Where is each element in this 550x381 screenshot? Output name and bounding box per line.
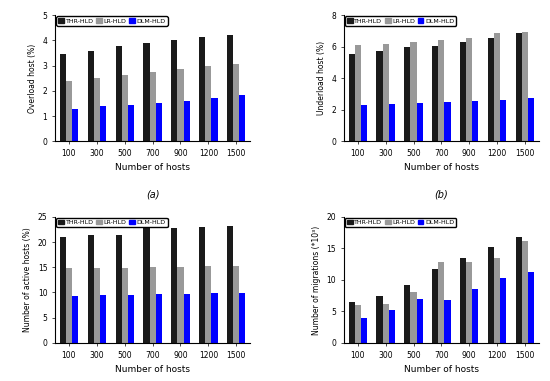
Bar — [94, 78, 100, 141]
Bar — [144, 229, 150, 343]
Bar — [72, 109, 78, 141]
Legend: THR-HLD, LR-HLD, DLM-HLD: THR-HLD, LR-HLD, DLM-HLD — [56, 16, 168, 26]
Text: (b): (b) — [434, 189, 448, 199]
Bar — [72, 296, 78, 343]
Bar — [122, 75, 128, 141]
Bar — [184, 101, 190, 141]
Bar — [87, 235, 94, 343]
Bar — [144, 43, 150, 141]
Bar — [528, 98, 534, 141]
Bar — [361, 105, 367, 141]
Bar — [389, 104, 395, 141]
Bar — [116, 46, 122, 141]
Bar — [376, 51, 383, 141]
Bar — [361, 318, 367, 343]
Bar — [156, 103, 162, 141]
Bar — [355, 45, 361, 141]
Bar — [494, 258, 501, 343]
Bar — [100, 295, 106, 343]
Bar — [94, 268, 100, 343]
Bar — [171, 228, 178, 343]
Bar — [404, 47, 410, 141]
Bar — [528, 272, 534, 343]
Bar — [416, 103, 423, 141]
Bar — [466, 38, 472, 141]
Bar — [349, 53, 355, 141]
Bar — [211, 293, 218, 343]
Y-axis label: Underload host (%): Underload host (%) — [317, 41, 326, 115]
Bar — [60, 237, 66, 343]
Bar — [472, 101, 478, 141]
Bar — [205, 66, 211, 141]
Bar — [488, 247, 494, 343]
Bar — [416, 299, 423, 343]
Bar — [516, 33, 522, 141]
Bar — [205, 266, 211, 343]
Bar — [211, 98, 218, 141]
Bar — [156, 294, 162, 343]
Bar — [239, 94, 245, 141]
X-axis label: Number of hosts: Number of hosts — [115, 163, 190, 173]
Bar — [494, 33, 501, 141]
Y-axis label: Overload host (%): Overload host (%) — [28, 44, 37, 113]
Bar — [239, 293, 245, 343]
Bar — [522, 241, 528, 343]
Bar — [355, 305, 361, 343]
X-axis label: Number of hosts: Number of hosts — [404, 163, 479, 173]
X-axis label: Number of hosts: Number of hosts — [115, 365, 190, 374]
Bar — [178, 267, 184, 343]
Bar — [432, 269, 438, 343]
Bar — [116, 235, 122, 343]
Bar — [150, 267, 156, 343]
Text: (a): (a) — [146, 189, 159, 199]
Bar — [410, 293, 416, 343]
Bar — [444, 102, 450, 141]
Bar — [472, 289, 478, 343]
Bar — [227, 226, 233, 343]
Bar — [376, 296, 383, 343]
Bar — [500, 278, 507, 343]
Bar — [410, 42, 416, 141]
Legend: THR-HLD, LR-HLD, DLM-HLD: THR-HLD, LR-HLD, DLM-HLD — [56, 218, 168, 227]
Bar — [122, 268, 128, 343]
Bar — [432, 46, 438, 141]
Bar — [488, 38, 494, 141]
Bar — [87, 51, 94, 141]
Bar — [171, 40, 178, 141]
Bar — [500, 99, 507, 141]
Bar — [438, 262, 444, 343]
Y-axis label: Number of migrations (*10³): Number of migrations (*10³) — [312, 225, 321, 335]
Bar — [199, 227, 205, 343]
Bar — [100, 106, 106, 141]
X-axis label: Number of hosts: Number of hosts — [404, 365, 479, 374]
Bar — [383, 304, 389, 343]
Y-axis label: Number of active hosts (%): Number of active hosts (%) — [23, 227, 32, 332]
Bar — [150, 72, 156, 141]
Bar — [522, 32, 528, 141]
Legend: THR-HLD, LR-HLD, DLM-HLD: THR-HLD, LR-HLD, DLM-HLD — [345, 16, 456, 26]
Bar — [438, 40, 444, 141]
Bar — [383, 43, 389, 141]
Bar — [199, 37, 205, 141]
Bar — [128, 295, 134, 343]
Bar — [444, 300, 450, 343]
Bar — [460, 258, 466, 343]
Bar — [233, 266, 239, 343]
Bar — [60, 54, 66, 141]
Bar — [466, 262, 472, 343]
Bar — [178, 69, 184, 141]
Bar — [227, 35, 233, 141]
Bar — [404, 285, 410, 343]
Bar — [389, 310, 395, 343]
Bar — [128, 105, 134, 141]
Bar — [349, 302, 355, 343]
Bar — [460, 42, 466, 141]
Bar — [66, 268, 72, 343]
Bar — [66, 81, 72, 141]
Bar — [184, 294, 190, 343]
Bar — [233, 64, 239, 141]
Legend: THR-HLD, LR-HLD, DLM-HLD: THR-HLD, LR-HLD, DLM-HLD — [345, 218, 456, 227]
Bar — [516, 237, 522, 343]
